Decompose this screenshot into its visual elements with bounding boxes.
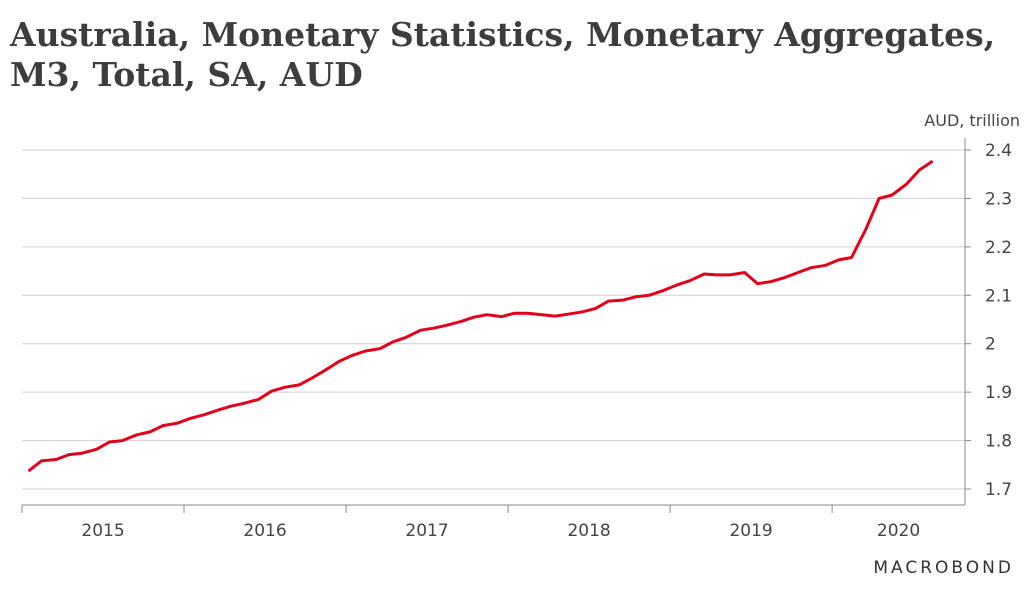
chart-title: Australia, Monetary Statistics, Monetary… (9, 15, 995, 94)
x-tick-label: 2017 (405, 521, 448, 541)
y-tick-label: 2.3 (985, 189, 1012, 209)
x-tick-label: 2019 (729, 521, 772, 541)
x-tick-label: 2020 (877, 521, 920, 541)
y-tick-label: 2 (985, 335, 996, 355)
data-line (27, 159, 934, 473)
x-tick-label: 2018 (567, 521, 610, 541)
x-tick-label: 2016 (243, 521, 286, 541)
y-tick-label: 2.4 (985, 141, 1012, 161)
y-tick-label: 1.8 (985, 432, 1012, 452)
y-tick-label: 1.7 (985, 480, 1012, 500)
x-tick-label: 2015 (81, 521, 124, 541)
y-tick-label: 1.9 (985, 383, 1012, 403)
source-logo: MACROBOND (873, 558, 1014, 578)
y-axis-label: AUD, trillion (924, 111, 1020, 130)
y-tick-label: 2.1 (985, 286, 1012, 306)
y-tick-label: 2.2 (985, 238, 1012, 258)
